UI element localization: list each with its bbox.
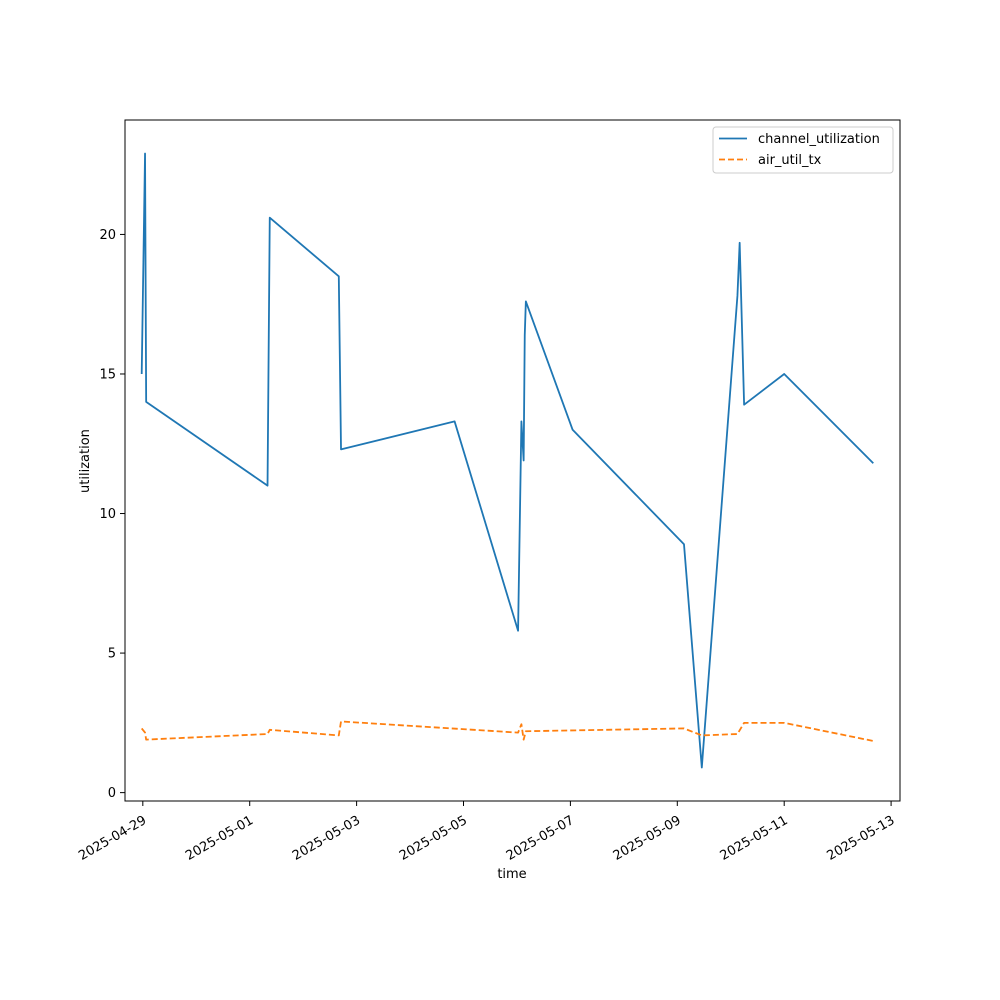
series-line-air-util-tx <box>140 720 874 742</box>
x-tick-label: 2025-04-29 <box>76 813 149 864</box>
x-tick-label: 2025-05-05 <box>397 813 470 864</box>
legend-label-channel-utilization: channel_utilization <box>758 132 880 147</box>
y-tick-label: 5 <box>108 647 116 662</box>
x-axis-title: time <box>497 867 526 882</box>
x-tick-label: 2025-05-03 <box>290 813 363 864</box>
series-line-channel-utilization <box>140 152 874 769</box>
y-tick-label: 10 <box>99 507 116 522</box>
legend-box <box>712 126 894 174</box>
y-axis-ticks: 0 5 10 15 20 <box>99 228 125 801</box>
x-tick-label: 2025-05-01 <box>183 813 256 864</box>
x-tick-label: 2025-05-09 <box>611 813 684 864</box>
x-tick-label: 2025-05-11 <box>718 813 791 864</box>
y-tick-label: 20 <box>99 228 116 243</box>
x-tick-label: 2025-05-13 <box>825 813 898 864</box>
y-tick-label: 0 <box>108 786 116 801</box>
y-tick-label: 15 <box>99 367 116 382</box>
legend: channel_utilization air_util_tx <box>712 126 894 174</box>
y-axis-title: utilization <box>78 429 93 493</box>
series-layer <box>140 152 874 769</box>
x-tick-label: 2025-05-07 <box>504 813 577 864</box>
legend-label-air-util-tx: air_util_tx <box>758 153 822 168</box>
plot-frame <box>124 119 901 802</box>
x-axis-ticks: 2025-04-29 2025-05-01 2025-05-03 2025-05-05… <box>76 801 897 864</box>
